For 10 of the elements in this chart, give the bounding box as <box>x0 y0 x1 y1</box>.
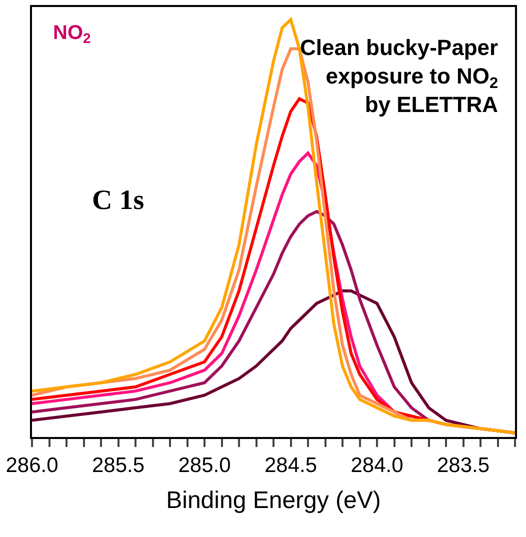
x-tick-label: 284.5 <box>264 454 318 477</box>
x-tick-label: 285.0 <box>178 454 231 477</box>
x-tick-label: 285.5 <box>92 454 145 477</box>
annotation: NO$_{2}$ <box>53 22 91 46</box>
annotation: C 1s <box>92 185 144 216</box>
annotation: Clean bucky-Paper exposure to NO$_{2}$ by ELETTRA <box>300 35 499 118</box>
x-tick-label: 283.5 <box>436 454 490 477</box>
x-axis-title: Binding Energy (eV) <box>166 486 381 514</box>
x-tick-label: 284.0 <box>350 454 404 477</box>
x-tick-label: 286.0 <box>6 454 58 477</box>
